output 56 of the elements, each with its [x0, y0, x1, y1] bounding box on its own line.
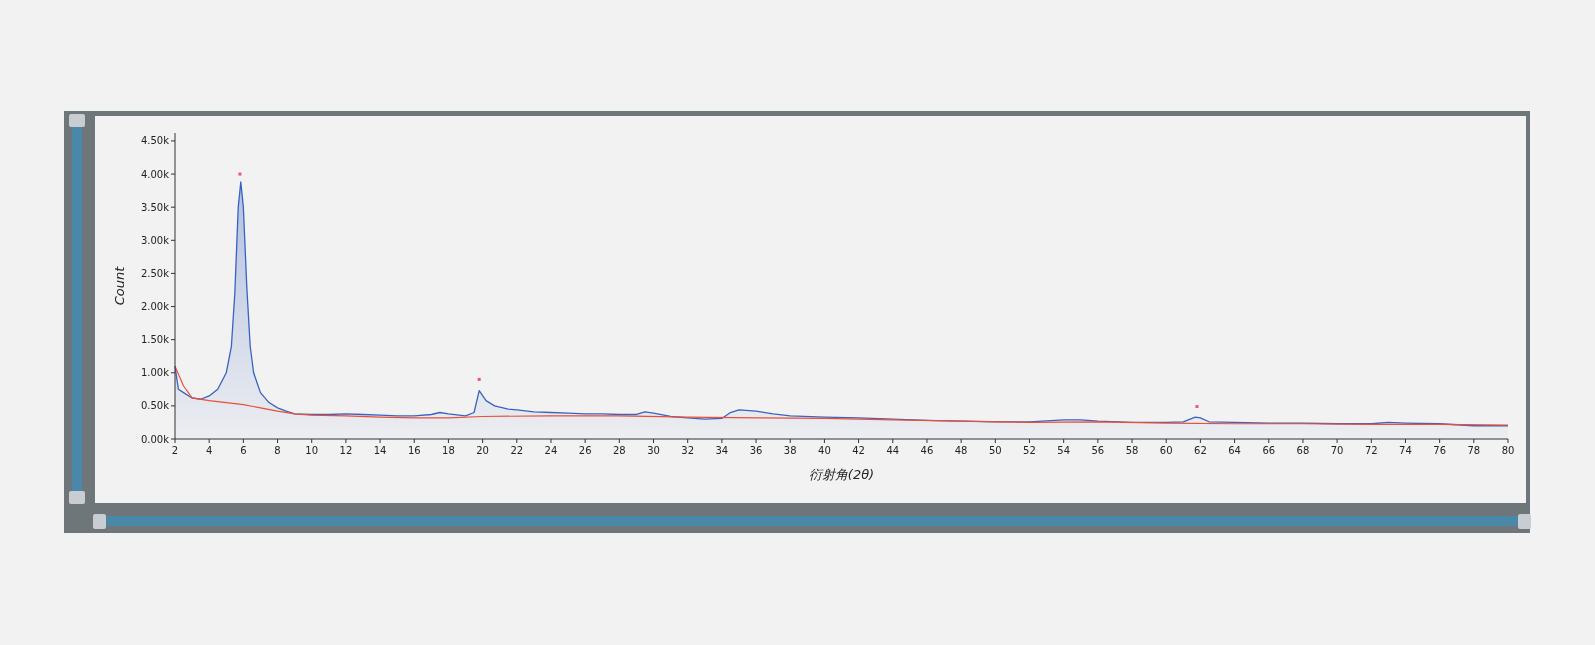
x-tick-label: 70	[1330, 445, 1344, 456]
x-tick-label: 46	[920, 445, 934, 456]
point	[1195, 405, 1199, 409]
x-tick-label: 38	[783, 445, 797, 456]
x-tick-label: 66	[1262, 445, 1276, 456]
y-tick-label: 3.50k	[140, 201, 170, 213]
x-tick-label: 2	[171, 445, 179, 456]
x-tick-label: 80	[1501, 445, 1515, 456]
x-tick-label: 4	[205, 445, 213, 456]
x-tick-label: 20	[476, 445, 489, 456]
y-tick-label: 4.00k	[140, 168, 170, 180]
x-tick-label: 36	[749, 445, 763, 456]
x-tick-label: 72	[1364, 445, 1378, 456]
x-tick-label: 74	[1399, 445, 1412, 456]
y-tick-label: 0.50k	[140, 400, 170, 412]
x-tick-label: 68	[1296, 445, 1310, 456]
x-tick-label: 14	[373, 445, 387, 456]
x-tick-label: 12	[339, 445, 353, 456]
line-series	[174, 365, 1509, 426]
x-tick-label: 30	[647, 445, 660, 456]
y-tick-label: 0.00k	[140, 433, 170, 445]
x-tick-label: 48	[954, 445, 968, 456]
x-tick-label: 16	[407, 445, 421, 456]
x-tick-label: 50	[988, 445, 1002, 456]
x-tick-label: 64	[1228, 445, 1241, 456]
x-tick-label: 56	[1091, 445, 1105, 456]
x-tick-label: 78	[1467, 445, 1481, 456]
x-tick-label: 22	[510, 445, 524, 456]
x-axis-title: 衍射角(2θ)	[808, 467, 875, 482]
x-tick-label: 76	[1433, 445, 1447, 456]
x-tick-label: 34	[715, 445, 729, 456]
x-tick-label: 42	[852, 445, 865, 456]
y-tick-label: 1.50k	[140, 334, 170, 346]
point	[238, 172, 242, 176]
x-tick-label: 28	[612, 445, 626, 456]
x-tick-label: 40	[818, 445, 831, 456]
x-tick-label: 62	[1194, 445, 1207, 456]
x-tick-label: 10	[305, 445, 319, 456]
y-tick-label: 2.50k	[140, 267, 170, 279]
y-tick-label: 3.00k	[140, 234, 170, 246]
x-tick-label: 24	[544, 445, 558, 456]
point	[477, 377, 481, 381]
x-tick-label: 26	[578, 445, 592, 456]
x-tick-label: 52	[1023, 445, 1036, 456]
y-tick-label: 4.50k	[140, 135, 170, 147]
y-tick-label: 1.00k	[140, 367, 170, 379]
x-tick-label: 8	[274, 445, 281, 456]
x-tick-label: 54	[1057, 445, 1071, 456]
y-axis-title: Count	[112, 265, 127, 306]
y-tick-label: 2.00k	[140, 301, 170, 313]
x-tick-label: 18	[442, 445, 455, 456]
x-tick-label: 6	[240, 445, 247, 456]
x-tick-label: 32	[681, 445, 695, 456]
x-tick-label: 58	[1125, 445, 1139, 456]
x-tick-label: 60	[1159, 445, 1173, 456]
x-tick-label: 44	[886, 445, 900, 456]
